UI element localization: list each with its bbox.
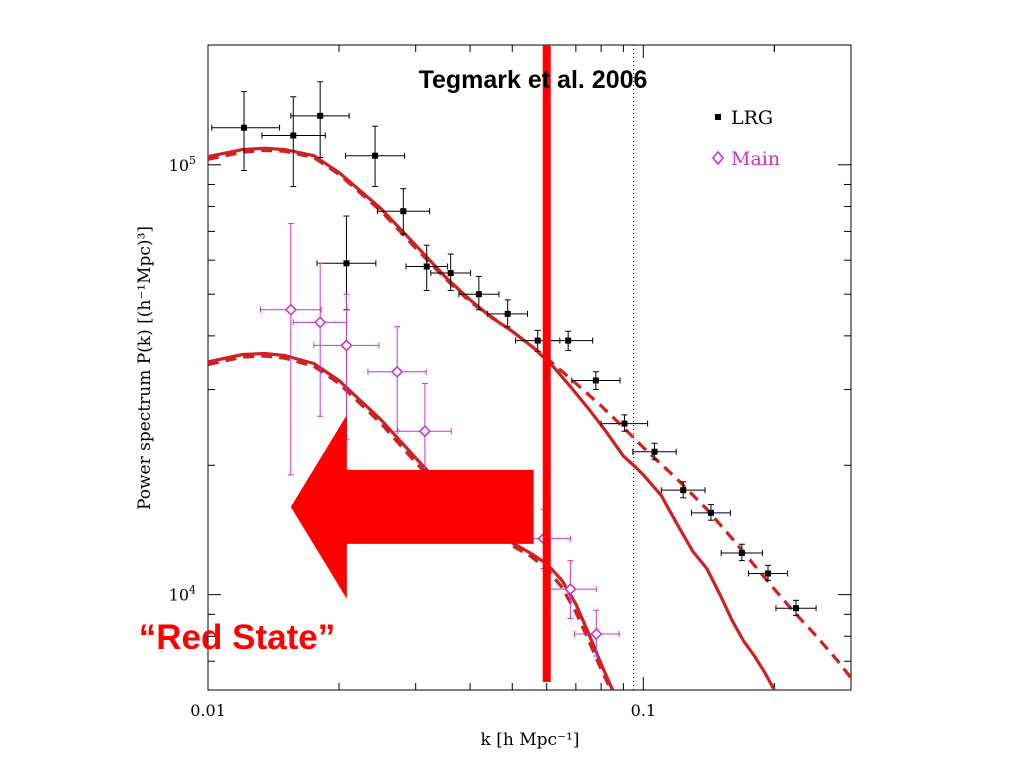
lrg-point — [515, 329, 561, 352]
legend-lrg-label: LRG — [731, 107, 773, 129]
legend-main-label: Main — [731, 148, 780, 170]
main-marker — [340, 339, 353, 352]
x-tick-label: 0.1 — [631, 701, 656, 720]
lrg-marker — [621, 420, 628, 427]
main-point — [367, 326, 427, 432]
lrg-point — [690, 504, 731, 521]
y-tick-label: 105 — [169, 154, 196, 175]
lrg-point — [405, 244, 449, 292]
lrg-point — [211, 91, 281, 172]
model-curve-dashed — [208, 148, 851, 679]
lrg-point — [571, 371, 621, 391]
lrg-marker — [504, 310, 511, 317]
y-tick-label: 104 — [169, 584, 196, 605]
reference-lines — [542, 45, 635, 690]
lrg-point — [600, 414, 649, 432]
lrg-marker — [651, 448, 658, 455]
legend: LRG Main — [711, 107, 780, 170]
annotations — [290, 414, 534, 599]
lrg-marker — [707, 509, 714, 516]
x-tick-label: 0.01 — [190, 701, 226, 720]
lrg-marker — [447, 270, 454, 277]
lrg-marker — [565, 337, 572, 344]
lrg-marker — [738, 549, 745, 556]
lrg-point — [290, 81, 350, 158]
lrg-point — [430, 253, 472, 292]
main-marker — [590, 627, 603, 641]
main-point — [292, 262, 347, 417]
main-marker — [314, 316, 327, 329]
lrg-marker — [475, 291, 482, 298]
data-points — [211, 81, 817, 657]
lrg-point — [345, 125, 406, 188]
legend-lrg-marker — [715, 114, 721, 120]
left-arrow — [290, 414, 534, 599]
lrg-point — [632, 442, 677, 461]
main-marker — [284, 303, 297, 316]
main-point — [574, 609, 620, 657]
main-marker — [418, 425, 432, 438]
main-marker — [391, 365, 404, 378]
lrg-marker — [290, 132, 297, 139]
lrg-marker — [793, 605, 800, 612]
main-point — [397, 382, 452, 486]
y-axis-label: Power spectrum P(k) [(h⁻¹Mpc)³] — [135, 226, 155, 510]
lrg-marker — [343, 260, 350, 267]
lrg-point — [487, 299, 529, 328]
red-state-label: “Red State” — [139, 618, 335, 657]
axis-ticks: 0.01 0.1 104 105 — [169, 45, 852, 720]
main-point — [313, 293, 380, 440]
lrg-marker — [592, 377, 599, 384]
lrg-point — [775, 599, 817, 616]
lrg-marker — [400, 208, 407, 215]
main-marker — [564, 582, 577, 596]
lrg-marker — [317, 112, 324, 119]
lrg-marker — [241, 124, 248, 131]
lrg-marker — [372, 152, 379, 159]
model-curve-solid — [208, 146, 777, 690]
lrg-marker — [534, 337, 541, 344]
main-point — [259, 223, 322, 476]
lrg-marker — [680, 487, 687, 494]
lrg-marker — [765, 570, 772, 577]
lrg-point — [720, 543, 763, 562]
lrg-point — [660, 481, 706, 499]
lrg-point — [458, 275, 500, 311]
lrg-point — [748, 564, 789, 581]
legend-main-marker — [711, 150, 725, 166]
chart-title: Tegmark et al. 2006 — [419, 66, 648, 94]
lrg-marker — [423, 263, 430, 270]
lrg-point — [376, 188, 431, 235]
lrg-point — [261, 96, 326, 188]
plot-frame — [207, 44, 852, 691]
x-axis-label: k [h Mpc⁻¹] — [481, 730, 580, 750]
